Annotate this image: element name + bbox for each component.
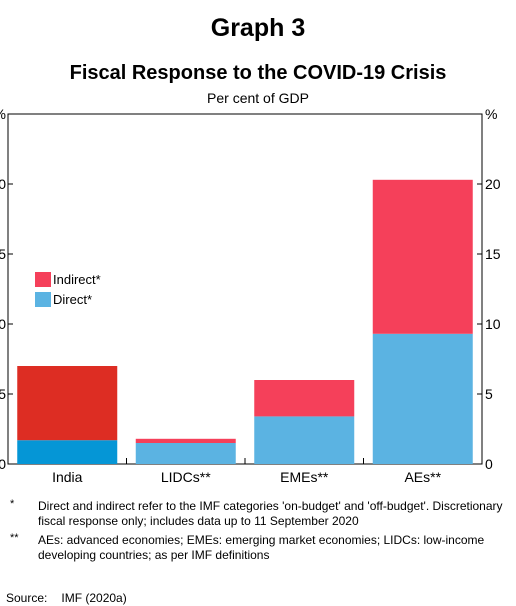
bar-direct (135, 443, 236, 464)
y-tick-label-right: 5 (485, 386, 493, 402)
y-tick-label-left: 0 (0, 456, 6, 472)
legend-label: Indirect* (53, 272, 101, 287)
legend-swatch (35, 292, 51, 307)
y-tick-label-right: 10 (485, 316, 501, 332)
bar-indirect (17, 366, 118, 441)
footnotes: * Direct and indirect refer to the IMF c… (6, 498, 506, 567)
footnote-2-mark: ** (10, 532, 19, 544)
footnote-1-mark: * (10, 498, 15, 510)
x-tick-label: EMEs** (280, 469, 329, 485)
y-tick-label-left: % (0, 106, 6, 122)
legend-swatch (35, 272, 51, 287)
y-tick-label-right: 15 (485, 246, 501, 262)
y-tick-label-left: 15 (0, 246, 6, 262)
bar-indirect (254, 380, 355, 417)
x-tick-label: India (52, 469, 83, 485)
y-tick-label-left: 5 (0, 386, 6, 402)
y-tick-label-right: % (485, 106, 497, 122)
y-tick-label-left: 10 (0, 316, 6, 332)
footnote-2: ** AEs: advanced economies; EMEs: emergi… (6, 532, 506, 563)
bar-chart: 0 0 5 5 10 10 15 15 20 20%% India LIDCs** EMEs** AEs*… (0, 106, 501, 485)
chart-subtitle: Per cent of GDP (207, 90, 309, 106)
x-tick-label: AEs** (404, 469, 441, 485)
footnote-1: * Direct and indirect refer to the IMF c… (6, 498, 506, 529)
x-tick-label: LIDCs** (161, 469, 211, 485)
bar-direct (372, 333, 473, 464)
source-note: Source: IMF (2020a) (6, 591, 127, 605)
bar-indirect (135, 438, 236, 443)
bar-indirect (372, 179, 473, 334)
graph-number: Graph 3 (210, 14, 306, 42)
footnote-2-text: AEs: advanced economies; EMEs: emerging … (38, 533, 485, 562)
legend-label: Direct* (53, 292, 92, 307)
bar-direct (17, 440, 118, 464)
source-text: IMF (2020a) (61, 591, 127, 605)
y-tick-label-left: 20 (0, 176, 6, 192)
footnote-1-text: Direct and indirect refer to the IMF cat… (38, 499, 503, 528)
chart-title: Fiscal Response to the COVID-19 Crisis (69, 62, 447, 84)
y-tick-label-right: 0 (485, 456, 493, 472)
source-label: Source: (6, 591, 48, 605)
bar-direct (254, 416, 355, 464)
y-tick-label-right: 20 (485, 176, 501, 192)
